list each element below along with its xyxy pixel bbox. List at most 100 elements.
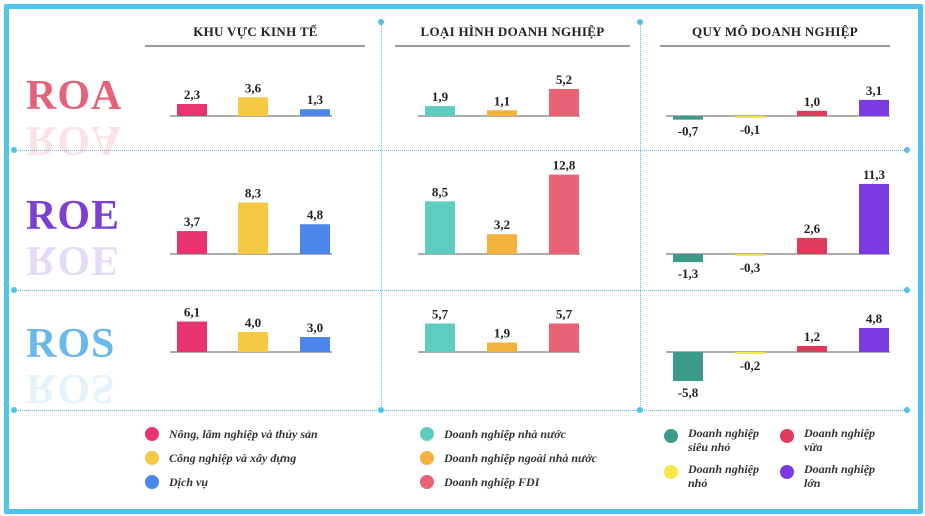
grid-dot [11, 287, 17, 293]
data-label: 2,6 [804, 221, 821, 236]
grid-dot [904, 287, 910, 293]
bar-group-ros-6: 6,1 4,0 3,0 [170, 305, 332, 353]
bar-group-roa-0: 2,3 3,6 1,3 [170, 80, 332, 117]
bar [300, 337, 330, 352]
data-label: 4,0 [245, 315, 261, 330]
bar-group-roe-3: 3,7 8,3 4,8 [170, 186, 332, 255]
legend-label: Nông, lâm nghiệp và thủy sản [169, 427, 318, 441]
data-label: 5,7 [556, 307, 573, 322]
legend-swatch [664, 465, 678, 479]
bar [735, 116, 765, 118]
metric-label-roa: ROA ROA [26, 72, 123, 163]
bar [177, 231, 207, 254]
legend-label: Doanh nghiệp lớn [804, 462, 876, 490]
column-divider [640, 22, 641, 410]
bar [859, 183, 889, 254]
data-label: 1,9 [494, 326, 511, 341]
legend-label: Công nghiệp và xây dựng [169, 451, 297, 465]
bar [797, 346, 827, 352]
grid-dot [11, 147, 17, 153]
legend-swatch [420, 427, 434, 441]
legend-label: Doanh nghiệp nhà nước [444, 427, 566, 441]
legend-label: Doanh nghiệp nhỏ [688, 462, 760, 490]
data-label: -0,3 [740, 260, 761, 275]
bar [487, 110, 517, 116]
legend-label: Dịch vụ [169, 475, 208, 489]
data-label: 1,0 [804, 94, 820, 109]
legend-label: Doanh nghiệp ngoài nhà nước [444, 451, 598, 465]
bar-group-roe-5: -1,3 -0,3 2,6 11,3 [666, 167, 890, 281]
bar [549, 88, 579, 116]
column-title-underline [395, 45, 630, 47]
data-label: 1,9 [432, 89, 449, 104]
bar-group-roe-4: 8,5 3,2 12,8 [418, 158, 580, 255]
bar [425, 106, 455, 116]
data-label: -0,2 [740, 358, 761, 373]
bar [487, 342, 517, 352]
metric-label-text: ROS [26, 321, 116, 367]
column-title-economic-sector: KHU VỰC KINH TẾ [193, 24, 318, 39]
bar-group-roa-2: -0,7 -0,1 1,0 3,1 [666, 83, 890, 139]
legend-swatch [780, 465, 794, 479]
bar-group-ros-8: -5,8 -0,2 1,2 4,8 [666, 311, 890, 400]
bar [238, 332, 268, 352]
data-label: 3,1 [866, 83, 882, 98]
legend-swatch [145, 451, 159, 465]
legend-swatch [145, 427, 159, 441]
data-label: 8,5 [432, 184, 449, 199]
grid-dot [904, 147, 910, 153]
row-divider [14, 290, 907, 291]
row-divider [14, 150, 907, 151]
bar [177, 321, 207, 352]
row-divider [14, 410, 907, 411]
legend-swatch [145, 475, 159, 489]
data-label: 5,7 [432, 307, 449, 322]
bar [673, 254, 703, 263]
data-label: 8,3 [245, 186, 262, 201]
metric-label-ros: ROS ROS [26, 320, 116, 411]
bar-group-ros-7: 5,7 1,9 5,7 [418, 307, 580, 353]
data-label: -0,7 [678, 124, 699, 139]
legend-swatch [420, 451, 434, 465]
bar [859, 328, 889, 352]
grid-dot [378, 407, 384, 413]
data-label: 2,3 [184, 87, 201, 102]
metric-label-text: ROA [26, 73, 123, 119]
legend-label: Doanh nghiệp siêu nhỏ [688, 426, 760, 454]
grid-dot [378, 19, 384, 25]
bar [300, 109, 330, 116]
bar [797, 110, 827, 116]
bar [300, 224, 330, 254]
data-label: 3,7 [184, 214, 201, 229]
metric-label-text: ROE [26, 193, 121, 239]
bar [238, 97, 268, 116]
data-label: 5,2 [556, 72, 572, 87]
legend-swatch [780, 429, 794, 443]
grid-dot [637, 407, 643, 413]
bar [487, 234, 517, 254]
bar [177, 104, 207, 116]
bar [425, 323, 455, 352]
bar [735, 352, 765, 354]
column-title-enterprise-type: LOẠI HÌNH DOANH NGHIỆP [420, 24, 605, 39]
bar [238, 202, 268, 254]
bar [797, 237, 827, 254]
bar [673, 116, 703, 120]
data-label: 4,8 [866, 311, 883, 326]
data-label: 12,8 [553, 158, 576, 173]
outer-frame [4, 4, 923, 514]
data-label: 11,3 [863, 167, 886, 182]
data-label: 3,6 [245, 80, 262, 95]
bar [549, 323, 579, 352]
legend-swatch [664, 429, 678, 443]
bar [673, 352, 703, 381]
data-label: -1,3 [678, 266, 699, 281]
data-label: 1,1 [494, 93, 510, 108]
data-label: 4,8 [307, 207, 324, 222]
bar [859, 99, 889, 116]
data-label: 1,2 [804, 329, 820, 344]
legend-label: Doanh nghiệp vừa [804, 426, 876, 454]
data-label: 3,2 [494, 217, 510, 232]
